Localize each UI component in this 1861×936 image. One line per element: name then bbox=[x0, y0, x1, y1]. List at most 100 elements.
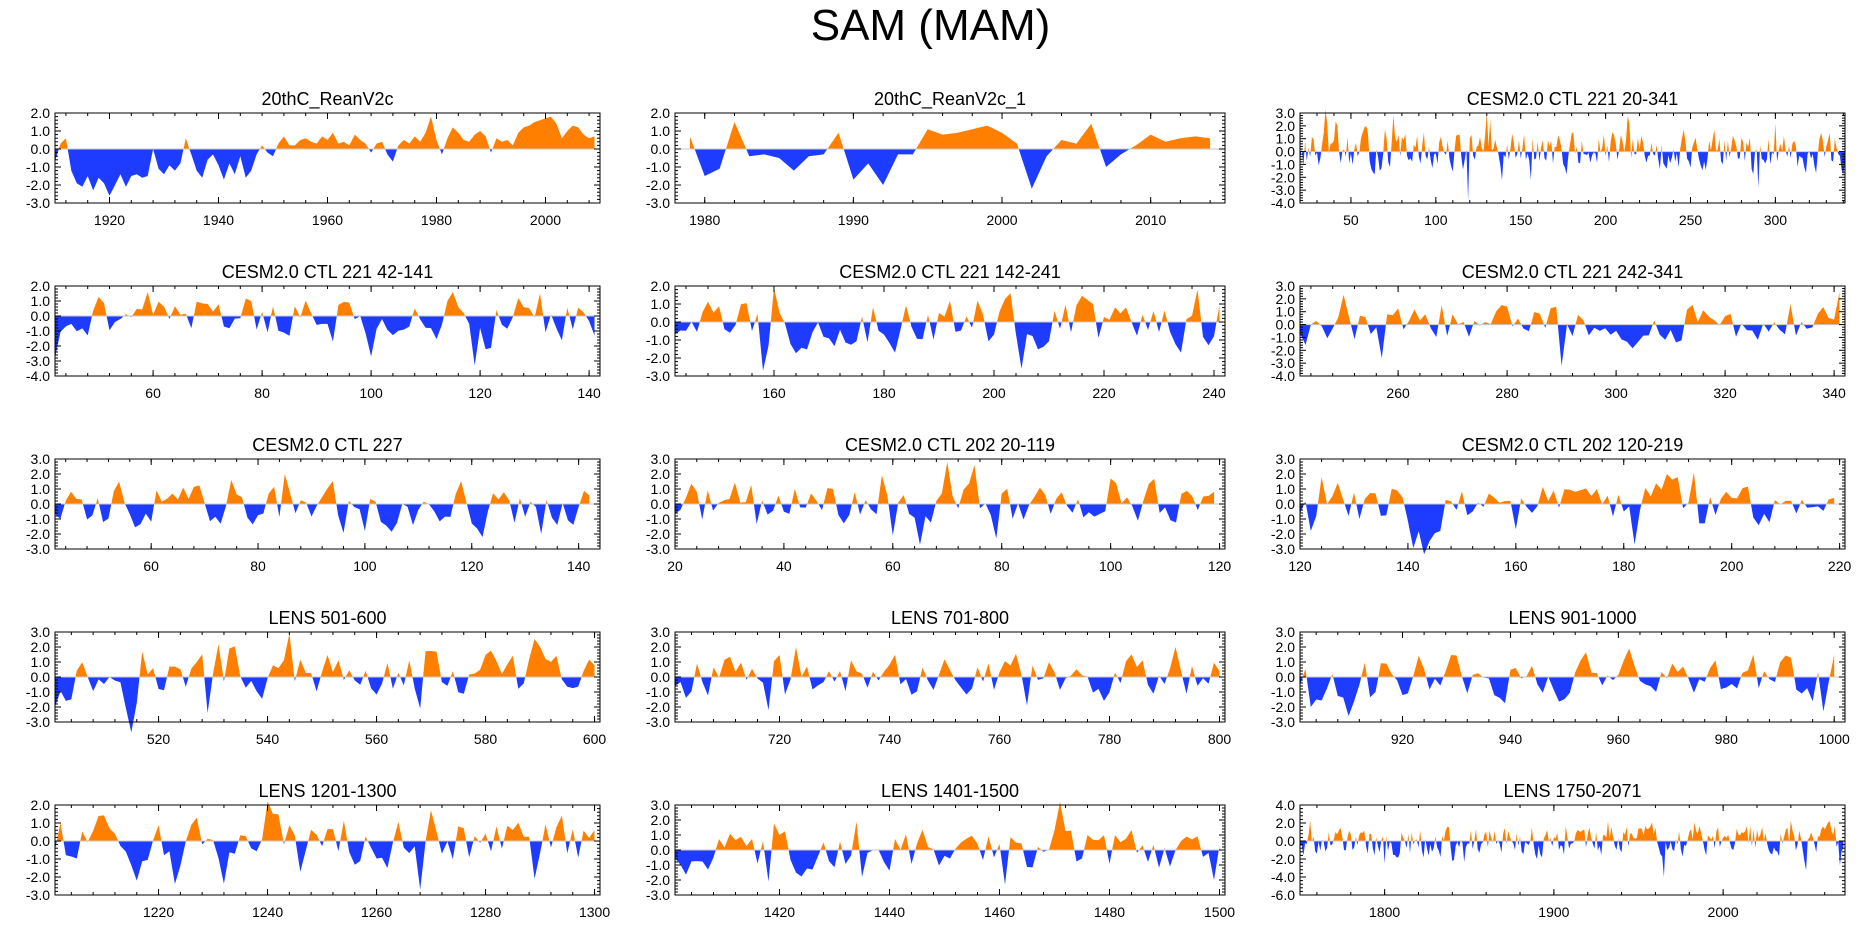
y-tick-label: -3.0 bbox=[26, 714, 50, 730]
negative-area bbox=[55, 149, 493, 196]
positive-area bbox=[683, 462, 1215, 504]
chart-title: CESM2.0 CTL 221 42-141 bbox=[222, 262, 433, 282]
x-tick-label: 600 bbox=[583, 731, 607, 747]
negative-area bbox=[1300, 677, 1830, 716]
y-tick-label: 2.0 bbox=[31, 466, 51, 482]
y-tick-label: 1.0 bbox=[1276, 481, 1296, 497]
x-tick-label: 1960 bbox=[312, 212, 343, 228]
chart-panel-1: 20thC_ReanV2c -3.0 -2.0 -1.0 0.0 1.0 2.0 1920 19… bbox=[26, 89, 601, 228]
x-tick-label: 160 bbox=[1504, 558, 1528, 574]
y-tick-label: 4.0 bbox=[1276, 797, 1296, 813]
positive-area bbox=[1302, 648, 1835, 677]
negative-area bbox=[675, 322, 1217, 371]
negative-area bbox=[55, 841, 582, 890]
y-tick-label: 1.0 bbox=[31, 481, 51, 497]
y-tick-label: 2.0 bbox=[31, 105, 51, 121]
positive-area bbox=[92, 292, 586, 316]
x-tick-label: 1480 bbox=[1094, 904, 1125, 920]
positive-area bbox=[1310, 292, 1840, 325]
positive-area bbox=[56, 801, 595, 841]
positive-area bbox=[691, 287, 1220, 322]
positive-area bbox=[689, 122, 1211, 149]
y-tick-label: 0.0 bbox=[1276, 144, 1296, 160]
y-tick-label: 1.0 bbox=[1276, 654, 1296, 670]
chart-panel-13: LENS 1201-1300 -3.0 -2.0 -1.0 0.0 1.0 2.0 1220 1… bbox=[26, 781, 610, 920]
y-tick-label: 3.0 bbox=[1276, 105, 1296, 121]
y-tick-label: -3.0 bbox=[26, 195, 50, 211]
x-tick-label: 1980 bbox=[689, 212, 720, 228]
y-tick-label: 2.0 bbox=[651, 812, 671, 828]
y-tick-label: 3.0 bbox=[1276, 451, 1296, 467]
y-tick-label: -3.0 bbox=[646, 368, 670, 384]
chart-title: CESM2.0 CTL 221 20-341 bbox=[1467, 89, 1678, 109]
y-tick-label: 1.0 bbox=[31, 654, 51, 670]
chart-title: LENS 701-800 bbox=[891, 608, 1009, 628]
y-tick-label: -4.0 bbox=[1271, 368, 1295, 384]
x-tick-label: 320 bbox=[1713, 385, 1737, 401]
chart-title: CESM2.0 CTL 221 142-241 bbox=[839, 262, 1060, 282]
y-tick-label: 1.0 bbox=[31, 293, 51, 309]
x-tick-label: 920 bbox=[1391, 731, 1415, 747]
positive-area bbox=[75, 633, 595, 677]
y-tick-label: 2.0 bbox=[1276, 118, 1296, 134]
negative-area bbox=[1300, 504, 1827, 555]
y-tick-label: -3.0 bbox=[646, 887, 670, 903]
y-tick-label: 2.0 bbox=[1276, 639, 1296, 655]
y-tick-label: -1.0 bbox=[646, 511, 670, 527]
x-tick-label: 580 bbox=[474, 731, 498, 747]
x-tick-label: 300 bbox=[1764, 212, 1788, 228]
x-tick-label: 180 bbox=[872, 385, 896, 401]
y-tick-label: -2.0 bbox=[646, 699, 670, 715]
x-tick-label: 50 bbox=[1343, 212, 1359, 228]
y-tick-label: -1.0 bbox=[26, 159, 50, 175]
y-tick-label: 1.0 bbox=[651, 827, 671, 843]
x-tick-label: 960 bbox=[1607, 731, 1631, 747]
y-tick-label: -2.0 bbox=[1271, 526, 1295, 542]
y-tick-label: 2.0 bbox=[1276, 291, 1296, 307]
x-tick-label: 120 bbox=[460, 558, 484, 574]
x-tick-label: 120 bbox=[468, 385, 492, 401]
x-tick-label: 2000 bbox=[530, 212, 561, 228]
y-tick-label: 0.0 bbox=[1276, 833, 1296, 849]
x-tick-label: 180 bbox=[1612, 558, 1636, 574]
x-tick-label: 1990 bbox=[838, 212, 869, 228]
y-tick-label: -1.0 bbox=[26, 323, 50, 339]
y-tick-label: -1.0 bbox=[26, 511, 50, 527]
y-tick-label: 1.0 bbox=[651, 654, 671, 670]
x-tick-label: 340 bbox=[1822, 385, 1846, 401]
x-tick-label: 1900 bbox=[1538, 904, 1569, 920]
y-tick-label: 1.0 bbox=[1276, 304, 1296, 320]
chart-panel-3: CESM2.0 CTL 221 20-341 -4.0-3.0-2.0-1.00.… bbox=[1271, 89, 1846, 228]
y-tick-label: -3.0 bbox=[646, 714, 670, 730]
y-tick-label: -3.0 bbox=[1271, 541, 1295, 557]
x-tick-label: 300 bbox=[1604, 385, 1628, 401]
y-tick-label: -1.0 bbox=[1271, 329, 1295, 345]
chart-panel-8: CESM2.0 CTL 202 20-119 -3.0-2.0-1.00.01.0… bbox=[646, 435, 1232, 574]
negative-area bbox=[1300, 841, 1844, 877]
y-tick-label: 2.0 bbox=[651, 105, 671, 121]
x-tick-label: 140 bbox=[567, 558, 591, 574]
y-tick-label: -1.0 bbox=[646, 857, 670, 873]
y-tick-label: 1.0 bbox=[31, 815, 51, 831]
x-tick-label: 120 bbox=[1288, 558, 1312, 574]
x-tick-label: 1460 bbox=[984, 904, 1015, 920]
chart-panel-9: CESM2.0 CTL 202 120-219 -3.0-2.0-1.00.01.… bbox=[1271, 435, 1852, 574]
x-tick-label: 140 bbox=[577, 385, 601, 401]
positive-area bbox=[1301, 109, 1838, 152]
chart-panel-12: LENS 901-1000 -3.0-2.0-1.00.01.02.03.0 920… bbox=[1271, 608, 1850, 747]
y-tick-label: 0.0 bbox=[651, 496, 671, 512]
x-tick-label: 2010 bbox=[1135, 212, 1166, 228]
y-tick-label: 2.0 bbox=[31, 797, 51, 813]
y-tick-label: -1.0 bbox=[646, 159, 670, 175]
y-tick-label: 3.0 bbox=[1276, 624, 1296, 640]
chart-title: LENS 1401-1500 bbox=[881, 781, 1019, 801]
positive-area bbox=[1304, 472, 1835, 504]
negative-area bbox=[675, 677, 1211, 710]
x-tick-label: 1240 bbox=[252, 904, 283, 920]
y-tick-label: 0.0 bbox=[31, 833, 51, 849]
chart-panel-4: CESM2.0 CTL 221 42-141 -4.0-3.0-2.0-1.00.… bbox=[26, 262, 601, 401]
x-tick-label: 2000 bbox=[1708, 904, 1739, 920]
y-tick-label: 0.0 bbox=[31, 496, 51, 512]
x-tick-label: 1420 bbox=[764, 904, 795, 920]
y-tick-label: -2.0 bbox=[646, 350, 670, 366]
